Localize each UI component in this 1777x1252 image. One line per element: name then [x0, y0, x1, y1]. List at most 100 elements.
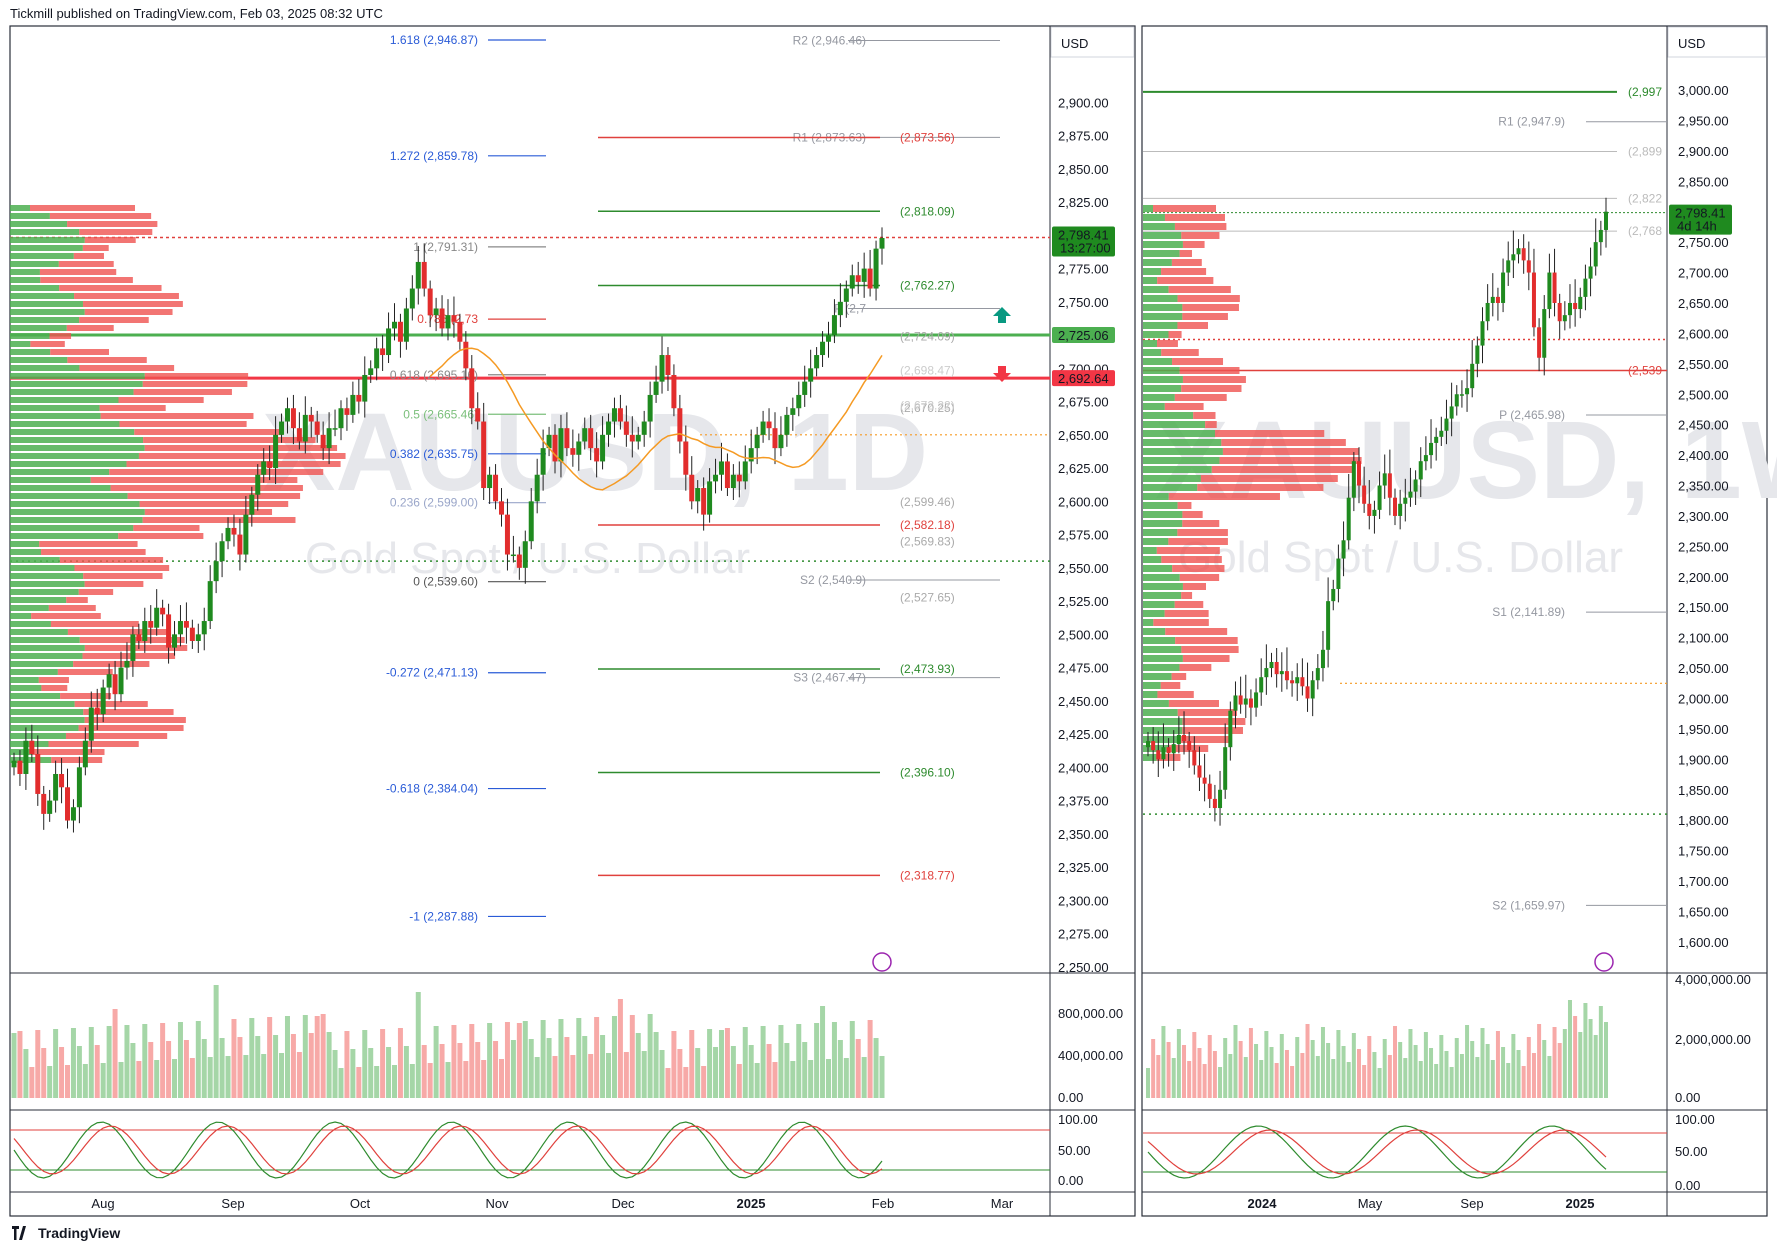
volume-profile-buy-bar — [10, 501, 140, 507]
right-volume-profile-sell-bar — [1177, 502, 1192, 509]
volume-bar — [564, 1037, 570, 1098]
green-level-badge-label: 2,725.06 — [1058, 328, 1109, 343]
volume-profile-buy-bar — [10, 709, 84, 715]
volume-profile-buy-bar — [10, 301, 83, 307]
candle-body — [160, 607, 166, 615]
right-y-tick-label: 1,900.00 — [1678, 752, 1729, 767]
candle-body — [855, 275, 861, 282]
candle-body — [308, 414, 314, 422]
right-candle-body — [1557, 302, 1562, 322]
right-candle-body — [1480, 321, 1485, 346]
left-y-tick-label: 2,425.00 — [1058, 727, 1109, 742]
right-volume-bar — [1284, 1050, 1289, 1098]
volume-bar — [540, 1020, 546, 1098]
candle-body — [279, 421, 285, 435]
volume-bar — [802, 1042, 808, 1098]
volume-profile-sell-bar — [48, 605, 96, 611]
right-volume-bar — [1228, 1054, 1233, 1098]
right-volume-profile-buy-bar — [1143, 421, 1206, 428]
candle-body — [82, 740, 88, 768]
candle-body — [415, 261, 421, 289]
right-volume-bar — [1403, 1058, 1408, 1098]
right-volume-bar — [1254, 1044, 1259, 1098]
volume-bar — [160, 1023, 166, 1098]
right-volume-profile-sell-bar — [1222, 448, 1359, 455]
volume-profile-sell-bar — [30, 341, 65, 347]
volume-bar — [522, 1021, 528, 1098]
right-candle-body — [1284, 671, 1289, 681]
volume-bar — [47, 1066, 53, 1098]
fib-level-label: -0.272 (2,471.13) — [386, 666, 478, 680]
right-volume-bar — [1192, 1032, 1197, 1098]
right-y-tick-label: 2,450.00 — [1678, 418, 1729, 433]
last-price-badge — [1052, 226, 1115, 257]
volume-bar — [831, 1022, 837, 1098]
right-volume-profile-buy-bar — [1143, 511, 1183, 518]
volume-profile-sell-bar — [57, 669, 113, 675]
volume-profile-buy-bar — [10, 685, 42, 691]
volume-bar — [534, 1057, 540, 1098]
candle-body — [641, 421, 647, 435]
right-volume-profile-buy-bar — [1143, 457, 1220, 464]
right-candle-body — [1336, 558, 1341, 589]
right-volume-profile-buy-bar — [1143, 286, 1169, 293]
right-volume-bar — [1259, 1060, 1264, 1098]
volume-bar — [647, 1014, 653, 1098]
volume-profile-sell-bar — [50, 621, 139, 627]
volume-bar — [118, 1062, 124, 1098]
candle-body — [225, 527, 231, 542]
right-candle-body — [1233, 695, 1238, 711]
target-level-label: (2,873.56) — [900, 131, 955, 145]
volume-profile-sell-bar — [84, 645, 188, 651]
right-volume-bar — [1202, 1064, 1207, 1098]
candle-body — [796, 394, 802, 409]
right-candle-body — [1593, 242, 1598, 267]
right-volume-bar — [1470, 1041, 1475, 1098]
right-candle-body — [1331, 588, 1336, 602]
volume-profile-sell-bar — [79, 229, 153, 235]
volume-bar — [463, 1061, 469, 1098]
right-candle-body — [1274, 661, 1279, 675]
candle-body — [53, 773, 59, 801]
volume-profile-sell-bar — [118, 397, 204, 403]
right-volume-profile-sell-bar — [1177, 295, 1240, 302]
right-pivot-label: S2 (1,659.97) — [1492, 898, 1565, 912]
right-volume-bar — [1573, 1016, 1578, 1098]
volume-profile-buy-bar — [10, 333, 50, 339]
volume-bar — [510, 1040, 516, 1098]
right-candle-body — [1444, 418, 1449, 431]
volume-profile-buy-bar — [10, 669, 58, 675]
fib-level-label: 0.618 (2,695.16) — [390, 368, 478, 382]
right-volume-bar — [1187, 1061, 1192, 1098]
right-stoch-d-line — [1147, 1129, 1607, 1175]
volume-profile-buy-bar — [10, 213, 50, 219]
right-level-label: (2,899 — [1628, 144, 1662, 158]
right-volume-profile-buy-bar — [1143, 493, 1169, 500]
volume-profile-buy-bar — [10, 565, 75, 571]
volume-profile-sell-bar — [82, 245, 109, 251]
candle-body — [576, 441, 582, 455]
volume-profile-buy-bar — [10, 557, 60, 563]
right-y-tick-label: 2,250.00 — [1678, 539, 1729, 554]
volume-profile-buy-bar — [10, 245, 83, 251]
right-volume-bar — [1578, 1032, 1583, 1098]
candle-body — [421, 261, 427, 289]
volume-bar — [843, 1058, 849, 1098]
right-volume-profile-sell-bar — [1160, 682, 1181, 689]
volume-bar — [689, 1030, 695, 1098]
candle-body — [475, 408, 481, 422]
left-y-tick-label: 2,300.00 — [1058, 893, 1109, 908]
volume-bar — [350, 1049, 356, 1098]
fib-level-label: 1.272 (2,859.78) — [390, 149, 478, 163]
right-volume-profile-buy-bar — [1143, 340, 1157, 347]
volume-profile-buy-bar — [10, 421, 120, 427]
volume-profile-sell-bar — [144, 509, 273, 515]
right-y-tick-label: 2,350.00 — [1678, 479, 1729, 494]
volume-bar — [172, 1059, 178, 1098]
right-volume-profile-sell-bar — [1164, 610, 1209, 617]
left-y-tick-label: 2,450.00 — [1058, 694, 1109, 709]
volume-bar — [70, 1028, 76, 1098]
right-volume-bar — [1346, 1062, 1351, 1098]
candle-body — [201, 621, 207, 635]
volume-profile-sell-bar — [74, 565, 170, 571]
